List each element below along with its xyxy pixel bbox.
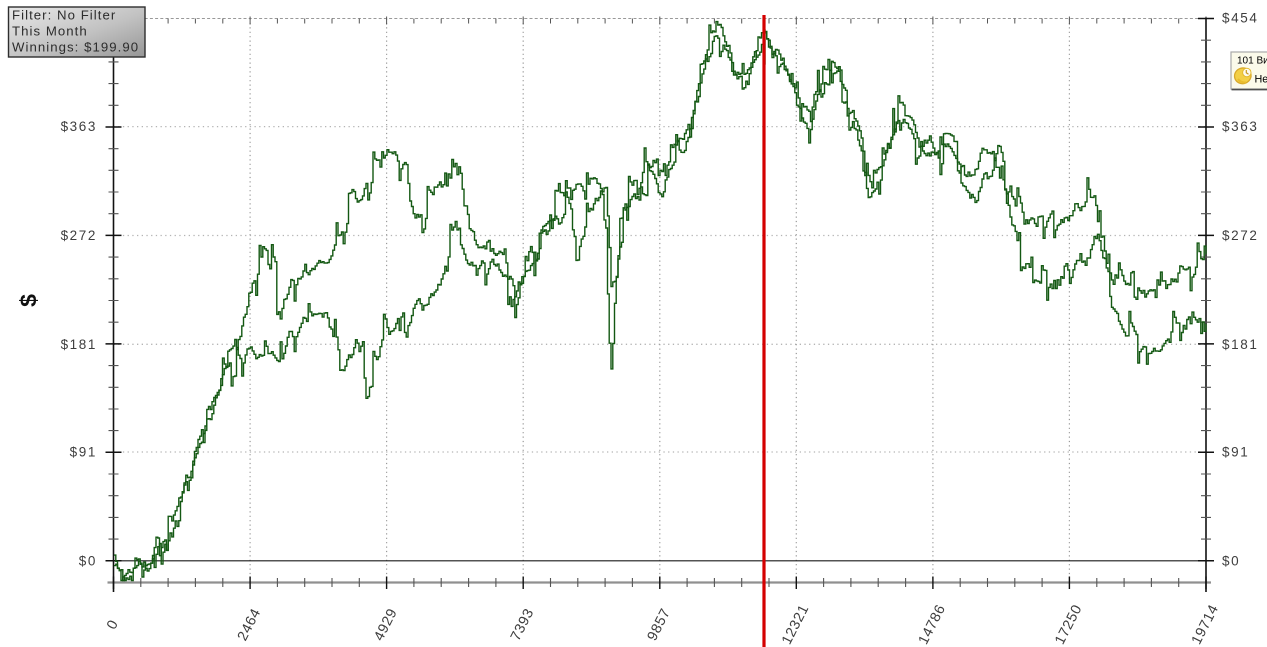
svg-text:This Month: This Month <box>12 24 88 39</box>
svg-text:$: $ <box>16 294 42 307</box>
svg-text:$0: $0 <box>79 553 97 568</box>
svg-text:$181: $181 <box>61 337 97 352</box>
svg-text:$91: $91 <box>1222 445 1249 460</box>
svg-text:$272: $272 <box>61 228 97 243</box>
svg-text:$91: $91 <box>70 445 97 460</box>
svg-text:Filter: No Filter: Filter: No Filter <box>12 8 116 23</box>
svg-text:101 Ви: 101 Ви <box>1237 56 1267 67</box>
svg-text:$0: $0 <box>1222 553 1240 568</box>
svg-text:$363: $363 <box>61 119 97 134</box>
svg-text:Winnings: $199.90: Winnings: $199.90 <box>12 40 139 55</box>
svg-text:$272: $272 <box>1222 228 1258 243</box>
svg-text:$181: $181 <box>1222 337 1258 352</box>
svg-text:$363: $363 <box>1222 119 1258 134</box>
svg-text:$454: $454 <box>1222 10 1258 25</box>
svg-text:Не: Не <box>1255 74 1267 86</box>
